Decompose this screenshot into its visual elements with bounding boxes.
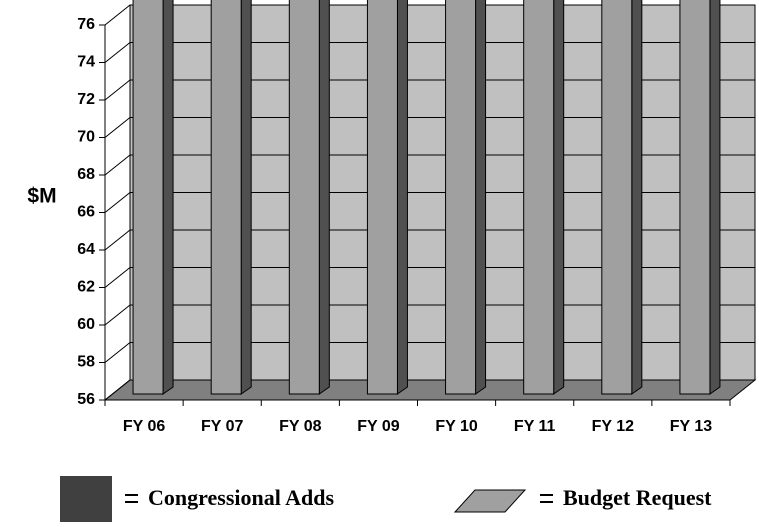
bar <box>679 0 711 395</box>
bar <box>210 0 242 395</box>
bar-side <box>162 0 174 395</box>
legend-equals <box>125 494 138 503</box>
y-tick-label: 56 <box>77 391 95 408</box>
x-tick-label: FY 12 <box>592 418 635 435</box>
y-tick-label: 66 <box>77 204 95 221</box>
bar <box>366 0 398 395</box>
y-tick-label: 74 <box>77 54 95 71</box>
bar <box>288 0 320 395</box>
bar-side <box>709 0 721 395</box>
x-tick-label: FY 06 <box>123 418 166 435</box>
legend-swatch <box>60 476 112 522</box>
x-tick-label: FY 13 <box>670 418 713 435</box>
y-tick-label: 76 <box>77 16 95 33</box>
y-tick-label: 64 <box>77 241 95 258</box>
bar <box>523 0 555 395</box>
y-axis-label: $M <box>27 185 56 208</box>
y-tick-label: 70 <box>77 129 95 146</box>
x-tick-label: FY 11 <box>514 418 556 435</box>
legend-swatch <box>453 489 527 513</box>
bar-side <box>475 0 487 395</box>
x-tick-label: FY 10 <box>435 418 478 435</box>
x-tick-label: FY 08 <box>279 418 322 435</box>
legend: Congressional Adds Budget Request <box>60 476 712 522</box>
legend-label: Congressional Adds <box>148 485 334 510</box>
x-tick-label: FY 09 <box>357 418 400 435</box>
x-tick-label: FY 07 <box>201 418 244 435</box>
bar <box>132 0 164 395</box>
y-tick-label: 72 <box>77 91 95 108</box>
legend-equals <box>540 494 553 503</box>
bar-side <box>631 0 643 395</box>
bar-side <box>240 0 252 395</box>
bar <box>445 0 477 395</box>
bar-side <box>396 0 408 395</box>
y-tick-label: 58 <box>77 354 95 371</box>
legend-label: Budget Request <box>563 485 712 510</box>
bar <box>601 0 633 395</box>
bar-side <box>318 0 330 395</box>
y-tick-label: 62 <box>77 279 95 296</box>
y-tick-label: 68 <box>77 166 95 183</box>
y-tick-label: 60 <box>77 316 95 333</box>
floor <box>103 379 757 401</box>
bar-side <box>553 0 565 395</box>
